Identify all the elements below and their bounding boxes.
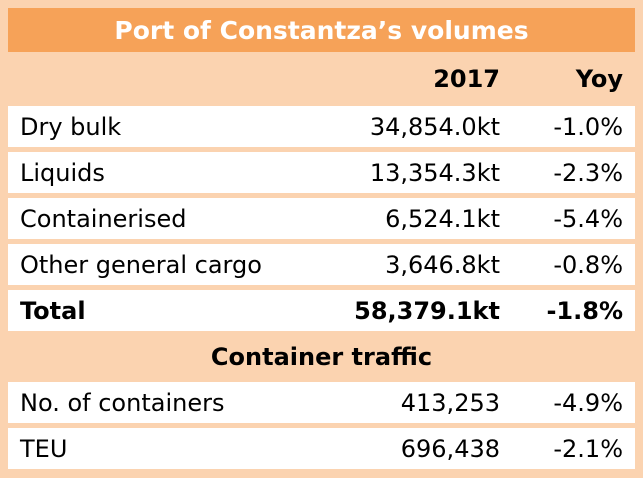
yoy-cell: -2.3% (553, 158, 623, 187)
row-label: Total (20, 296, 86, 325)
column-header: 2017 (433, 65, 500, 93)
table-row: Containerised 6,524.1kt -5.4% (8, 198, 635, 239)
value-cell: 58,379.1kt (354, 296, 500, 325)
value-cell: 6,524.1kt (385, 204, 500, 233)
table-row: No. of containers 413,253 -4.9% (8, 382, 635, 423)
column-header: Yoy (575, 65, 623, 93)
table-row: Other general cargo 3,646.8kt -0.8% (8, 244, 635, 285)
yoy-cell: -0.8% (553, 250, 623, 279)
row-label: Other general cargo (20, 250, 262, 279)
value-cell: 696,438 (400, 434, 500, 463)
header-row: 2017 Yoy (8, 57, 635, 101)
table-row: Dry bulk 34,854.0kt -1.0% (8, 106, 635, 147)
value-cell: 34,854.0kt (369, 112, 500, 141)
section-header: Container traffic (8, 336, 635, 377)
row-label: Dry bulk (20, 112, 122, 141)
table-row: TEU 696,438 -2.1% (8, 428, 635, 469)
yoy-cell: -2.1% (553, 434, 623, 463)
yoy-cell: -1.0% (553, 112, 623, 141)
table-row: Total 58,379.1kt -1.8% (8, 290, 635, 331)
yoy-cell: -1.8% (546, 296, 623, 325)
yoy-cell: -4.9% (553, 388, 623, 417)
yoy-cell: -5.4% (553, 204, 623, 233)
value-cell: 13,354.3kt (369, 158, 500, 187)
value-cell: 413,253 (400, 388, 500, 417)
row-label: No. of containers (20, 388, 225, 417)
row-label: Containerised (20, 204, 187, 233)
table-row: Liquids 13,354.3kt -2.3% (8, 152, 635, 193)
value-cell: 3,646.8kt (385, 250, 500, 279)
table-title: Port of Constantza’s volumes (8, 8, 635, 52)
row-label: TEU (20, 434, 68, 463)
row-label: Liquids (20, 158, 105, 187)
